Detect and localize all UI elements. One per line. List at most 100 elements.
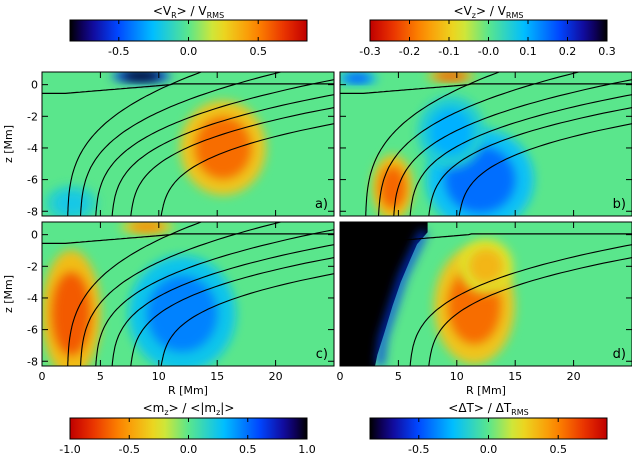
heatmap-blob (435, 72, 467, 80)
x-tick-label: 15 (210, 370, 224, 383)
x-tick-label: 15 (508, 370, 522, 383)
heatmap-blob (429, 108, 473, 156)
y-tick-label: -8 (27, 355, 38, 368)
colorbar-tick-label: -0.5 (408, 443, 429, 456)
colorbar-1: -0.5 0.0 0.5 <VR> / VRMS (69, 4, 308, 58)
colorbar-tick-label: 0.1 (519, 45, 537, 58)
panel-d: 0 5 10 15 20 R [Mm] d) (337, 221, 632, 397)
y-tick-label: -6 (27, 174, 38, 187)
colorbar-tick-label: 1.0 (298, 443, 316, 456)
field-line (79, 222, 281, 366)
field-line (95, 79, 334, 216)
y-axis-label: z [Mm] (2, 125, 15, 163)
colorbar-tick-label: 0.3 (598, 45, 616, 58)
panel-label: c) (316, 347, 328, 362)
x-tick-label: 0 (39, 370, 46, 383)
y-tick-label: -2 (27, 260, 38, 273)
colorbar-tick-label: -0.5 (108, 45, 129, 58)
field-line (409, 94, 632, 216)
field-line (428, 107, 632, 216)
x-tick-label: 0 (337, 370, 344, 383)
panel-a: 0 -2 -4 -6 -8 z [Mm] a) (2, 71, 335, 218)
colorbar-tick-label: 0.0 (480, 443, 498, 456)
colorbar-4: -0.5 0.0 0.5 <ΔT> / ΔTRMS (369, 401, 608, 456)
panel-label: d) (613, 347, 626, 362)
field-line (67, 222, 202, 366)
y-tick-label: -2 (27, 110, 38, 123)
field-line (111, 244, 334, 366)
heatmap-blob (468, 248, 504, 285)
colorbar-title: <ΔT> / ΔTRMS (448, 401, 528, 417)
field-line (160, 273, 334, 366)
field-line (365, 72, 500, 216)
colorbar-tick-label: 0.5 (549, 443, 567, 456)
surface-line (42, 83, 334, 94)
y-tick-label: 0 (31, 79, 38, 92)
field-line (377, 72, 579, 216)
colorbar-tick-label: -0.5 (119, 443, 140, 456)
field-line (393, 79, 632, 216)
field-line (111, 94, 334, 216)
field-line (160, 123, 334, 216)
heatmap-blob (379, 166, 406, 209)
y-tick-label: -6 (27, 324, 38, 337)
y-tick-label: -4 (27, 142, 38, 155)
colorbar-2: -0.3 -0.2 -0.1 -0.0 0.1 0.2 0.3 <Vz> / VRMS (359, 4, 615, 58)
field-line (409, 244, 632, 366)
field-line (95, 229, 334, 366)
y-tick-label: 0 (31, 229, 38, 242)
colorbar-title: <Vz> / VRMS (454, 4, 524, 20)
heatmap-blob (195, 117, 252, 179)
colorbar-tick-label: -0.0 (478, 45, 499, 58)
panel-b: b) (339, 71, 632, 217)
field-line (130, 107, 334, 216)
heatmap-blob (53, 191, 89, 216)
colorbar-tick-label: 0.0 (180, 443, 198, 456)
colorbar-tick-label: 0.2 (559, 45, 577, 58)
panel-label: b) (613, 197, 626, 212)
field-line (79, 72, 281, 216)
heatmap-field (340, 72, 632, 216)
x-axis-label: R [Mm] (168, 384, 208, 397)
panel-c: 0 5 10 15 20 0 -2 -4 -6 -8 R [Mm] z [Mm] c) (2, 221, 335, 397)
field-line (458, 123, 632, 216)
field-line (428, 257, 632, 366)
colorbar-tick-label: -0.1 (438, 45, 459, 58)
x-tick-label: 5 (97, 370, 104, 383)
surface-line (340, 233, 632, 244)
field-line (67, 72, 202, 216)
x-tick-label: 10 (152, 370, 166, 383)
colorbar-title: <mz> / <|mz|> (143, 401, 235, 417)
heatmap-blob (129, 222, 165, 231)
surface-line (340, 83, 632, 94)
heatmap-blob (344, 74, 371, 82)
colorbar-title: <VR> / VRMS (153, 4, 224, 20)
heatmap-blob (122, 72, 161, 81)
x-tick-label: 10 (450, 370, 464, 383)
heatmap-blob (51, 272, 91, 356)
x-tick-label: 5 (395, 370, 402, 383)
panel-frame (41, 221, 335, 367)
x-axis-label: R [Mm] (466, 384, 506, 397)
heatmap-field (340, 222, 632, 366)
heatmap-blob (147, 275, 218, 352)
colorbar-tick-label: 0.0 (180, 45, 198, 58)
panel-frame (339, 221, 632, 367)
colorbar-tick-label: -0.2 (399, 45, 420, 58)
colorbar-3: -1.0 -0.5 0.0 0.5 1.0 <mz> / <|mz|> (59, 401, 315, 456)
y-tick-label: -4 (27, 292, 38, 305)
colorbar-tick-label: 0.5 (249, 45, 267, 58)
colorbar-tick-label: 0.5 (239, 443, 257, 456)
y-tick-label: -8 (27, 205, 38, 218)
panel-frame (339, 71, 632, 217)
panel-label: a) (315, 197, 328, 212)
panels: 0 -2 -4 -6 -8 z [Mm] a) b) 0 5 10 15 20 0 -2 -4 -6 -8 R [M… (2, 71, 632, 397)
x-tick-label: 20 (567, 370, 581, 383)
colorbars: -0.5 0.0 0.5 <VR> / VRMS -0.3 -0.2 -0.1 -0.0 0.1… (59, 4, 615, 456)
heatmap-field (42, 222, 334, 366)
umbra-region (340, 222, 428, 366)
colorbar-tick-label: -1.0 (59, 443, 80, 456)
x-tick-label: 20 (269, 370, 283, 383)
heatmap-field (42, 72, 334, 216)
